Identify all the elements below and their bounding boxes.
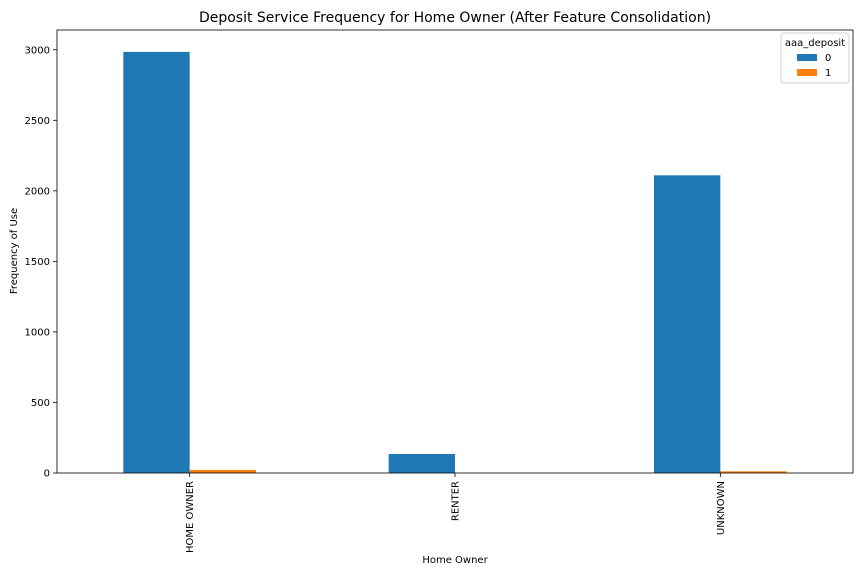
- y-tick-label: 2000: [25, 186, 50, 197]
- x-axis-label: Home Owner: [422, 555, 488, 566]
- legend-title: aaa_deposit: [785, 38, 845, 49]
- x-tick-label: HOME OWNER: [185, 481, 196, 553]
- x-tick-label: RENTER: [451, 481, 462, 521]
- bar-renter-series-0: [388, 453, 455, 473]
- y-tick-label: 0: [44, 469, 50, 480]
- legend-label-0: 0: [825, 53, 831, 64]
- y-tick-label: 500: [31, 398, 50, 409]
- y-tick-label: 2500: [25, 116, 50, 127]
- x-tick-label: UNKNOWN: [716, 481, 727, 535]
- chart-title: Deposit Service Frequency for Home Owner…: [199, 10, 711, 26]
- legend: aaa_deposit 0 1: [780, 32, 850, 84]
- legend-swatch-1: [797, 69, 817, 76]
- y-tick-label: 1500: [25, 257, 50, 268]
- legend-label-1: 1: [825, 68, 831, 79]
- bar-home-owner-series-0: [123, 51, 190, 474]
- legend-swatch-0: [797, 54, 817, 61]
- bar-unknown-series-1: [720, 471, 787, 473]
- y-axis-label: Frequency of Use: [9, 208, 20, 294]
- y-tick-label: 1000: [25, 327, 50, 338]
- bar-unknown-series-0: [654, 175, 721, 473]
- y-tick-label: 3000: [25, 45, 50, 56]
- plot-area: 0 500 1000 1500 2000 2500 3000 HOME OWNER RENTER…: [25, 29, 854, 553]
- bar-home-owner-series-1: [189, 469, 256, 473]
